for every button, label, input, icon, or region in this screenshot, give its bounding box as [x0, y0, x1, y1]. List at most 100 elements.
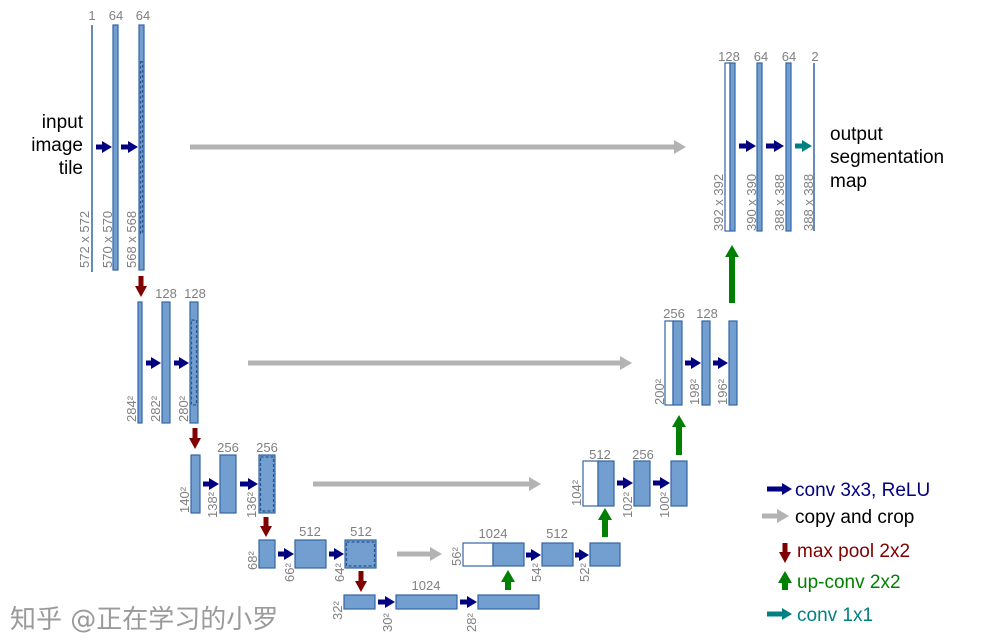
spatial-size-label: 570 x 570 — [100, 211, 115, 268]
legend-maxpool-label: max pool 2x2 — [797, 541, 910, 562]
feature-map — [219, 454, 237, 514]
maxpool-arrow-icon — [779, 543, 791, 563]
spatial-size-label: 56² — [449, 547, 464, 566]
spatial-size-label: 284² — [124, 395, 139, 422]
channel-count-label: 512 — [589, 447, 611, 462]
spatial-size-label: 390 x 390 — [744, 174, 759, 231]
input-image-tile-label: tile — [59, 158, 83, 179]
upconv-arrow-icon — [598, 508, 612, 537]
conv-arrow-icon — [685, 357, 701, 369]
conv-arrow-icon — [278, 548, 294, 560]
feature-map — [701, 320, 711, 406]
conv-arrow-icon — [146, 357, 161, 369]
copy-crop-arrow-icon — [190, 140, 686, 154]
legend-conv-label: conv 3x3, ReLU — [795, 480, 930, 501]
spatial-size-label: 568 x 568 — [124, 211, 139, 268]
channel-count-label: 512 — [546, 526, 568, 541]
maxpool-arrow-icon — [355, 571, 367, 592]
channel-count-label: 128 — [696, 306, 718, 321]
conv-arrow-icon — [121, 141, 138, 153]
feature-map — [137, 301, 143, 424]
conv-arrow-icon — [767, 483, 792, 495]
feature-map — [728, 320, 738, 406]
upconv-arrow-icon — [725, 245, 739, 303]
spatial-size-label: 52² — [577, 563, 592, 582]
conv-arrow-icon — [617, 477, 633, 489]
feature-map — [161, 301, 171, 424]
spatial-size-label: 392 x 392 — [711, 174, 726, 231]
feature-map — [729, 62, 736, 232]
channel-count-label: 256 — [217, 440, 239, 455]
feature-map — [597, 460, 615, 507]
spatial-size-label: 282² — [148, 395, 163, 422]
feature-map — [258, 454, 276, 514]
upconv-arrow-icon — [501, 570, 515, 590]
channel-count-label: 128 — [184, 286, 206, 301]
spatial-size-label: 66² — [282, 563, 297, 582]
channel-count-label: 256 — [632, 447, 654, 462]
channel-count-label: 256 — [256, 440, 278, 455]
conv-arrow-icon — [240, 478, 258, 490]
feature-map — [492, 542, 525, 567]
feature-map — [343, 594, 376, 610]
spatial-size-label: 572 x 572 — [77, 211, 92, 268]
input-image-tile-label: input — [42, 112, 84, 133]
conv-arrow-icon — [174, 357, 189, 369]
conv-arrow-icon — [739, 140, 756, 152]
maxpool-arrow-icon — [135, 276, 147, 297]
upconv-arrow-icon — [672, 415, 686, 455]
copied-feature-map — [462, 542, 494, 567]
conv-arrow-icon — [713, 357, 728, 369]
conv-arrow-icon — [329, 548, 344, 560]
spatial-size-label: 198² — [687, 378, 702, 405]
spatial-size-label: 196² — [715, 378, 730, 405]
conv-arrow-icon — [378, 596, 395, 608]
spatial-size-label: 388 x 388 — [801, 174, 816, 231]
conv1x1-arrow-icon — [795, 140, 812, 152]
upconv-arrow-icon — [778, 571, 792, 590]
feature-map — [138, 24, 145, 271]
conv-arrow-icon — [766, 140, 784, 152]
legend-copy-label: copy and crop — [795, 507, 914, 528]
input-image-tile-label: image — [31, 135, 83, 156]
feature-map — [477, 594, 540, 610]
channel-count-label: 1024 — [479, 526, 508, 541]
output-segmentation-map-label: map — [830, 171, 867, 192]
channel-count-label: 2 — [811, 49, 818, 64]
spatial-size-label: 388 x 388 — [772, 174, 787, 231]
spatial-size-label: 54² — [529, 563, 544, 582]
conv-arrow-icon — [526, 549, 541, 561]
output-segmentation-map-label: output — [830, 124, 884, 145]
copied-feature-map — [582, 460, 599, 507]
copy-crop-arrow-icon — [397, 547, 442, 561]
spatial-size-label: 28² — [464, 613, 479, 632]
spatial-size-label: 280² — [176, 395, 191, 422]
spatial-size-label: 100² — [657, 491, 672, 518]
legend-upconv-label: up-conv 2x2 — [797, 572, 901, 593]
spatial-size-label: 30² — [380, 613, 395, 632]
feature-map — [785, 62, 792, 232]
crop-region — [190, 319, 198, 406]
spatial-size-label: 140² — [177, 486, 192, 513]
feature-map — [112, 24, 119, 271]
feature-map — [541, 542, 574, 567]
conv-arrow-icon — [460, 596, 477, 608]
feature-map — [633, 460, 651, 507]
conv-arrow-icon — [575, 549, 589, 561]
feature-map — [395, 594, 458, 610]
conv1x1-arrow-icon — [767, 608, 792, 620]
copy-crop-arrow-icon — [313, 477, 541, 491]
spatial-size-label: 200² — [652, 378, 667, 405]
crop-region — [259, 456, 275, 512]
channel-count-label: 128 — [155, 286, 177, 301]
copy-crop-arrow-icon — [248, 356, 632, 370]
channel-count-label: 64 — [754, 49, 768, 64]
feature-map — [189, 301, 199, 424]
feature-map — [670, 460, 688, 507]
conv-arrow-icon — [96, 141, 112, 153]
conv-arrow-icon — [653, 477, 670, 489]
watermark: 知乎 @正在学习的小罗 — [10, 605, 278, 635]
feature-map — [589, 542, 621, 567]
channel-count-label: 1 — [88, 8, 95, 23]
